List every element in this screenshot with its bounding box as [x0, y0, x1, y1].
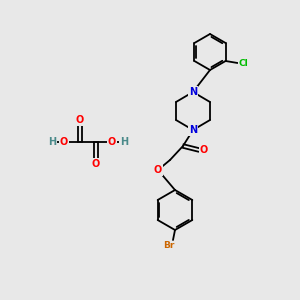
Text: O: O: [76, 115, 84, 125]
Text: N: N: [189, 87, 197, 97]
Text: Br: Br: [163, 242, 175, 250]
Text: H: H: [48, 137, 56, 147]
Text: O: O: [200, 145, 208, 155]
Text: O: O: [108, 137, 116, 147]
Text: O: O: [60, 137, 68, 147]
Text: N: N: [189, 125, 197, 135]
Text: Cl: Cl: [239, 58, 248, 68]
Text: O: O: [154, 165, 162, 175]
Text: H: H: [120, 137, 128, 147]
Text: N: N: [189, 87, 197, 97]
Text: O: O: [92, 159, 100, 169]
